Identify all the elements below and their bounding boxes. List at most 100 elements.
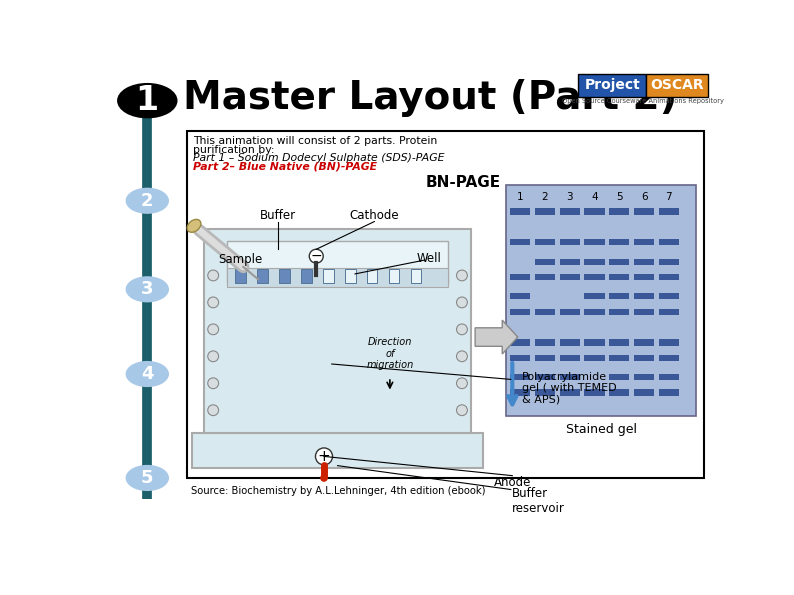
FancyBboxPatch shape bbox=[535, 374, 555, 380]
FancyBboxPatch shape bbox=[560, 208, 580, 215]
FancyBboxPatch shape bbox=[634, 293, 654, 299]
FancyBboxPatch shape bbox=[584, 293, 604, 299]
Text: 4: 4 bbox=[141, 365, 153, 383]
Text: Cathode: Cathode bbox=[349, 209, 399, 221]
Ellipse shape bbox=[125, 465, 169, 491]
FancyBboxPatch shape bbox=[659, 239, 679, 245]
Circle shape bbox=[457, 270, 468, 281]
FancyBboxPatch shape bbox=[634, 274, 654, 280]
FancyBboxPatch shape bbox=[510, 239, 530, 245]
Text: This animation will consist of 2 parts. Protein: This animation will consist of 2 parts. … bbox=[193, 136, 437, 146]
Text: Part 1 – Sodium Dodecyl Sulphate (SDS)-PAGE: Part 1 – Sodium Dodecyl Sulphate (SDS)-P… bbox=[193, 153, 445, 163]
Ellipse shape bbox=[117, 83, 178, 118]
Text: +: + bbox=[318, 449, 330, 464]
FancyBboxPatch shape bbox=[560, 309, 580, 315]
FancyBboxPatch shape bbox=[256, 270, 268, 283]
Circle shape bbox=[315, 448, 333, 465]
FancyBboxPatch shape bbox=[634, 208, 654, 215]
FancyBboxPatch shape bbox=[609, 389, 630, 396]
Text: 1: 1 bbox=[136, 84, 159, 117]
Text: 2: 2 bbox=[542, 192, 548, 202]
Circle shape bbox=[208, 351, 218, 362]
FancyBboxPatch shape bbox=[659, 389, 679, 396]
Text: Open Source Courseware Animations Repository: Open Source Courseware Animations Reposi… bbox=[562, 98, 724, 104]
FancyBboxPatch shape bbox=[609, 274, 630, 280]
Text: Part 2– Blue Native (BN)-PAGE: Part 2– Blue Native (BN)-PAGE bbox=[193, 161, 377, 171]
FancyBboxPatch shape bbox=[535, 258, 555, 265]
FancyBboxPatch shape bbox=[634, 239, 654, 245]
FancyBboxPatch shape bbox=[560, 239, 580, 245]
FancyBboxPatch shape bbox=[609, 309, 630, 315]
Text: 6: 6 bbox=[641, 192, 647, 202]
FancyBboxPatch shape bbox=[410, 270, 422, 283]
FancyBboxPatch shape bbox=[322, 270, 333, 283]
FancyBboxPatch shape bbox=[301, 270, 311, 283]
Text: Polyacrylamide
gel ( with TEMED
& APS): Polyacrylamide gel ( with TEMED & APS) bbox=[522, 372, 616, 405]
FancyBboxPatch shape bbox=[609, 339, 630, 346]
FancyBboxPatch shape bbox=[510, 355, 530, 361]
Text: Well: Well bbox=[416, 252, 441, 265]
Circle shape bbox=[208, 405, 218, 415]
Text: 7: 7 bbox=[665, 192, 673, 202]
FancyBboxPatch shape bbox=[506, 186, 696, 416]
FancyBboxPatch shape bbox=[659, 374, 679, 380]
Ellipse shape bbox=[125, 361, 169, 387]
FancyBboxPatch shape bbox=[510, 274, 530, 280]
Circle shape bbox=[208, 270, 218, 281]
FancyBboxPatch shape bbox=[584, 339, 604, 346]
FancyBboxPatch shape bbox=[634, 374, 654, 380]
FancyBboxPatch shape bbox=[560, 355, 580, 361]
FancyBboxPatch shape bbox=[659, 355, 679, 361]
Ellipse shape bbox=[187, 220, 201, 232]
Ellipse shape bbox=[125, 276, 169, 302]
FancyBboxPatch shape bbox=[367, 270, 377, 283]
Ellipse shape bbox=[125, 187, 169, 214]
Text: 3: 3 bbox=[141, 280, 153, 298]
FancyBboxPatch shape bbox=[609, 208, 630, 215]
Text: Sample: Sample bbox=[218, 253, 262, 266]
FancyBboxPatch shape bbox=[535, 309, 555, 315]
FancyBboxPatch shape bbox=[634, 309, 654, 315]
Circle shape bbox=[310, 249, 323, 263]
Text: 4: 4 bbox=[592, 192, 598, 202]
FancyBboxPatch shape bbox=[510, 309, 530, 315]
Circle shape bbox=[208, 297, 218, 308]
FancyBboxPatch shape bbox=[227, 268, 448, 287]
FancyBboxPatch shape bbox=[634, 258, 654, 265]
FancyBboxPatch shape bbox=[535, 389, 555, 396]
Text: OSCAR: OSCAR bbox=[650, 79, 704, 92]
Text: −: − bbox=[310, 249, 322, 263]
FancyBboxPatch shape bbox=[510, 208, 530, 215]
FancyBboxPatch shape bbox=[609, 355, 630, 361]
Text: Buffer
reservoir: Buffer reservoir bbox=[512, 487, 565, 515]
Text: Direction
of
migration: Direction of migration bbox=[366, 337, 414, 370]
FancyBboxPatch shape bbox=[584, 355, 604, 361]
FancyBboxPatch shape bbox=[560, 258, 580, 265]
FancyBboxPatch shape bbox=[535, 274, 555, 280]
Text: 5: 5 bbox=[616, 192, 622, 202]
Circle shape bbox=[320, 474, 328, 482]
FancyBboxPatch shape bbox=[584, 309, 604, 315]
FancyBboxPatch shape bbox=[659, 258, 679, 265]
FancyBboxPatch shape bbox=[634, 355, 654, 361]
Text: purification by:: purification by: bbox=[193, 145, 275, 155]
Text: Buffer: Buffer bbox=[260, 209, 295, 221]
FancyBboxPatch shape bbox=[187, 131, 703, 478]
FancyBboxPatch shape bbox=[584, 208, 604, 215]
Text: Master Layout (Part 2): Master Layout (Part 2) bbox=[183, 79, 677, 117]
Circle shape bbox=[457, 297, 468, 308]
Circle shape bbox=[457, 405, 468, 415]
FancyBboxPatch shape bbox=[584, 258, 604, 265]
FancyBboxPatch shape bbox=[646, 74, 708, 97]
Text: Source: Biochemistry by A.L.Lehninger, 4th edition (ebook): Source: Biochemistry by A.L.Lehninger, 4… bbox=[191, 486, 485, 496]
Circle shape bbox=[208, 378, 218, 389]
Text: 3: 3 bbox=[566, 192, 573, 202]
FancyBboxPatch shape bbox=[510, 293, 530, 299]
FancyBboxPatch shape bbox=[535, 339, 555, 346]
FancyBboxPatch shape bbox=[634, 339, 654, 346]
FancyBboxPatch shape bbox=[560, 274, 580, 280]
Polygon shape bbox=[475, 320, 518, 354]
Text: 1: 1 bbox=[517, 192, 523, 202]
FancyBboxPatch shape bbox=[584, 389, 604, 396]
FancyBboxPatch shape bbox=[634, 389, 654, 396]
